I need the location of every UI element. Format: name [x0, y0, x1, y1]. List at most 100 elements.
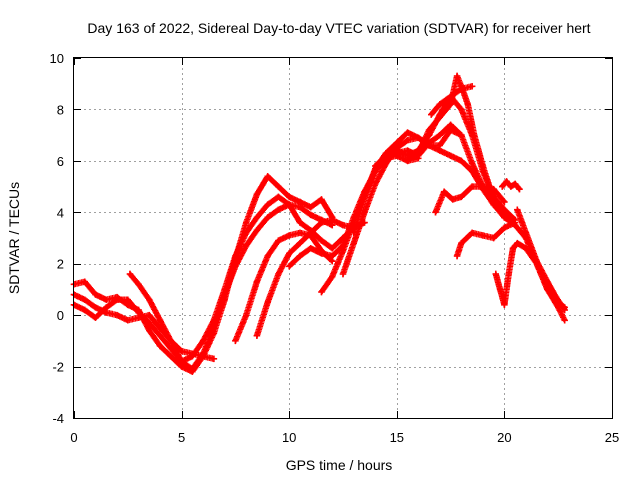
data-point	[178, 358, 185, 365]
data-point	[522, 245, 530, 252]
data-point	[339, 270, 347, 278]
data-point	[199, 350, 207, 357]
data-point	[307, 229, 314, 237]
data-point	[432, 209, 439, 216]
y-tick-label: 4	[57, 205, 64, 220]
data-point	[361, 193, 368, 201]
data-point	[329, 273, 336, 280]
data-point	[447, 126, 454, 134]
data-point	[167, 337, 175, 345]
data-point	[471, 131, 478, 139]
x-tick-label: 0	[70, 430, 77, 445]
data-point	[393, 147, 400, 154]
data-point	[264, 252, 271, 260]
data-point	[264, 173, 271, 180]
data-point	[516, 185, 523, 193]
data-point	[436, 131, 444, 139]
data-point	[253, 227, 261, 234]
data-point	[199, 337, 207, 345]
data-point	[296, 203, 304, 211]
data-point	[499, 183, 506, 190]
data-point	[81, 306, 88, 314]
data-point	[307, 203, 314, 211]
y-tick-label: 2	[57, 257, 64, 272]
data-point	[468, 229, 476, 237]
data-series	[70, 72, 568, 375]
data-point	[156, 317, 164, 324]
data-point	[210, 324, 218, 332]
data-point	[490, 234, 497, 242]
series-track-18	[514, 206, 568, 314]
data-point	[561, 317, 568, 324]
data-point	[275, 206, 282, 213]
data-point	[372, 162, 379, 170]
data-point	[135, 314, 142, 321]
data-point	[447, 101, 454, 108]
data-point	[544, 278, 551, 285]
data-point	[92, 314, 99, 321]
data-point	[339, 221, 347, 229]
data-point	[505, 270, 512, 278]
data-point	[286, 193, 293, 201]
data-point	[490, 185, 497, 193]
series-track-4	[126, 201, 336, 373]
data-point	[329, 245, 336, 252]
data-point	[458, 239, 465, 247]
data-point	[146, 327, 153, 334]
data-point	[339, 247, 347, 255]
data-point	[253, 278, 261, 285]
data-point	[479, 162, 487, 170]
data-point	[232, 337, 239, 345]
data-point	[522, 229, 530, 237]
x-tick-label: 10	[282, 430, 296, 445]
data-point	[501, 214, 508, 221]
data-point	[307, 211, 314, 219]
x-tick-label: 20	[497, 430, 511, 445]
data-point	[221, 291, 228, 298]
data-point	[458, 131, 465, 139]
data-point	[514, 206, 521, 213]
data-point	[436, 113, 444, 121]
data-point	[146, 296, 153, 303]
data-point	[318, 250, 325, 257]
data-point	[458, 85, 465, 93]
y-tick-label: -2	[52, 360, 64, 375]
data-point	[458, 157, 465, 165]
data-point	[242, 311, 250, 319]
data-point	[189, 350, 196, 357]
tick-labels: 0 5 10 15 20 25 -4 -2 0 2 4 6 8 10	[50, 51, 620, 445]
data-point	[464, 101, 472, 108]
data-point	[440, 188, 448, 195]
series-track-6	[253, 216, 357, 339]
data-point	[296, 219, 304, 226]
data-point	[501, 198, 508, 206]
data-point	[275, 270, 282, 278]
data-point	[318, 237, 325, 244]
data-point	[468, 160, 476, 167]
y-tick-label: -4	[52, 411, 64, 426]
data-point	[453, 252, 461, 260]
data-point	[126, 270, 134, 278]
data-point	[507, 183, 515, 190]
data-point	[552, 293, 560, 301]
data-point	[286, 263, 293, 270]
x-tick-label: 5	[178, 430, 185, 445]
data-point	[296, 239, 304, 247]
data-point	[428, 111, 435, 118]
data-point	[382, 160, 390, 167]
data-point	[318, 288, 325, 296]
data-point	[253, 332, 261, 339]
data-point	[533, 257, 540, 265]
y-axis-label: SDTVAR / TECUs	[6, 182, 22, 294]
data-point	[92, 291, 99, 298]
data-point	[275, 183, 282, 190]
data-point	[350, 239, 357, 247]
data-point	[146, 311, 153, 319]
data-point	[492, 270, 499, 278]
data-point	[511, 219, 519, 226]
data-point	[156, 342, 164, 350]
data-point	[393, 139, 400, 147]
data-point	[453, 72, 461, 80]
data-point	[447, 93, 454, 100]
